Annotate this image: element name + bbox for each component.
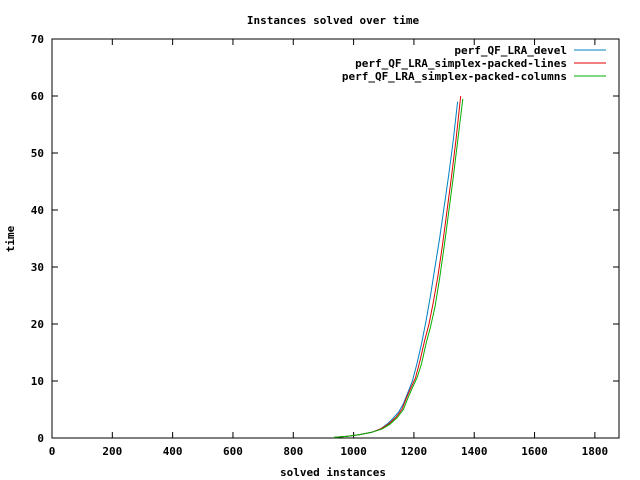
x-tick-label: 200	[102, 445, 122, 458]
y-tick-label: 30	[31, 261, 44, 274]
x-tick-label: 0	[49, 445, 56, 458]
chart-title: Instances solved over time	[247, 14, 420, 27]
legend-label-3: perf_QF_LRA_simplex-packed-columns	[342, 70, 567, 83]
y-axis-label: time	[4, 225, 17, 252]
legend-label-2: perf_QF_LRA_simplex-packed-lines	[355, 57, 567, 70]
x-tick-label: 1600	[521, 445, 548, 458]
y-tick-label: 20	[31, 318, 44, 331]
x-tick-label: 600	[223, 445, 243, 458]
x-tick-label: 1200	[401, 445, 428, 458]
x-tick-label: 1400	[461, 445, 488, 458]
series-lines	[333, 95, 464, 438]
y-axis-ticks: 0 10 20 30 40 50 60 70	[31, 33, 619, 445]
y-tick-label: 0	[37, 432, 44, 445]
x-tick-label: 400	[163, 445, 183, 458]
y-tick-label: 50	[31, 147, 44, 160]
y-tick-label: 70	[31, 33, 44, 46]
x-tick-label: 1000	[340, 445, 367, 458]
legend-label-1: perf_QF_LRA_devel	[454, 44, 567, 57]
series-line-3	[333, 98, 464, 438]
x-axis-label: solved instances	[280, 466, 386, 479]
y-tick-label: 60	[31, 90, 44, 103]
y-tick-label: 40	[31, 204, 44, 217]
legend: perf_QF_LRA_develperf_QF_LRA_simplex-pac…	[342, 44, 606, 83]
plot-frame	[51, 38, 620, 439]
y-tick-label: 10	[31, 375, 44, 388]
x-axis-ticks: 0 200 400 600 800 1000 1200 1400 1600 1800	[49, 39, 608, 458]
x-tick-label: 1800	[582, 445, 609, 458]
x-tick-label: 800	[283, 445, 303, 458]
